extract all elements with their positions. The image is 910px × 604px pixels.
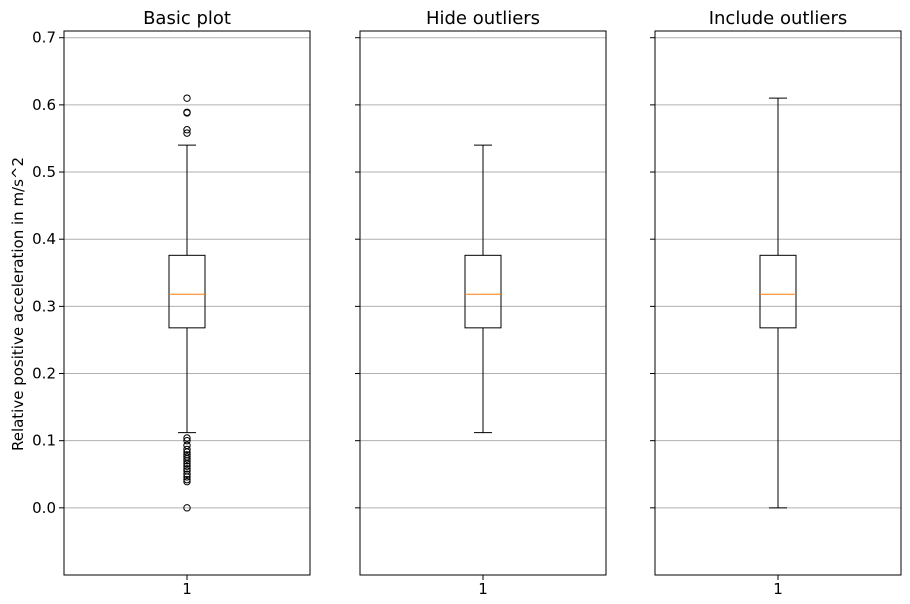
iqr-box <box>759 254 797 329</box>
outlier-point <box>183 473 191 481</box>
x-tick-label: 1 <box>182 580 192 598</box>
outlier-point <box>183 470 191 478</box>
outlier-point <box>183 436 191 445</box>
panel-2: 1 Hide outliers <box>355 8 607 598</box>
x-tick-label: 1 <box>478 580 488 598</box>
outlier-point <box>183 94 191 102</box>
outlier-point <box>183 475 191 484</box>
outlier-point <box>183 465 191 473</box>
outlier-point <box>183 129 191 137</box>
panel-title: Hide outliers <box>426 8 540 29</box>
y-tick-label: 0.0 <box>32 499 56 517</box>
outlier-point <box>183 462 191 470</box>
outlier-point <box>183 504 191 512</box>
outlier-point <box>183 126 191 134</box>
x-tick-label: 1 <box>773 580 783 598</box>
y-tick-label: 0.7 <box>32 29 56 47</box>
y-tick-label: 0.5 <box>32 163 56 181</box>
panel-title: Basic plot <box>143 8 231 29</box>
outlier-point <box>183 459 191 468</box>
y-tick-label: 0.4 <box>32 230 56 248</box>
y-tick-label: 0.1 <box>32 432 56 450</box>
outlier-point <box>183 434 191 442</box>
outlier-point <box>183 477 191 486</box>
outlier-point <box>183 445 191 454</box>
panel-3: 1 Include outliers <box>650 8 902 598</box>
outlier-point <box>183 455 191 463</box>
iqr-box <box>464 254 502 329</box>
outlier-point <box>183 109 191 117</box>
y-tick-label: 0.2 <box>32 365 56 383</box>
panels: 0.0 0.1 0.2 0.3 0.4 0.5 0.6 0.7 1 Basic plot 1 Hide… <box>32 8 902 598</box>
panel-title: Include outliers <box>709 8 848 29</box>
y-tick-label: 0.3 <box>32 297 56 315</box>
y-axis-label: Relative positive acceleration in m/s^2 <box>9 157 27 451</box>
panel-1: 0.0 0.1 0.2 0.3 0.4 0.5 0.6 0.7 1 Basic plot <box>32 8 311 598</box>
iqr-box <box>168 254 206 329</box>
outlier-point <box>183 457 191 465</box>
y-tick-label: 0.6 <box>32 96 56 114</box>
